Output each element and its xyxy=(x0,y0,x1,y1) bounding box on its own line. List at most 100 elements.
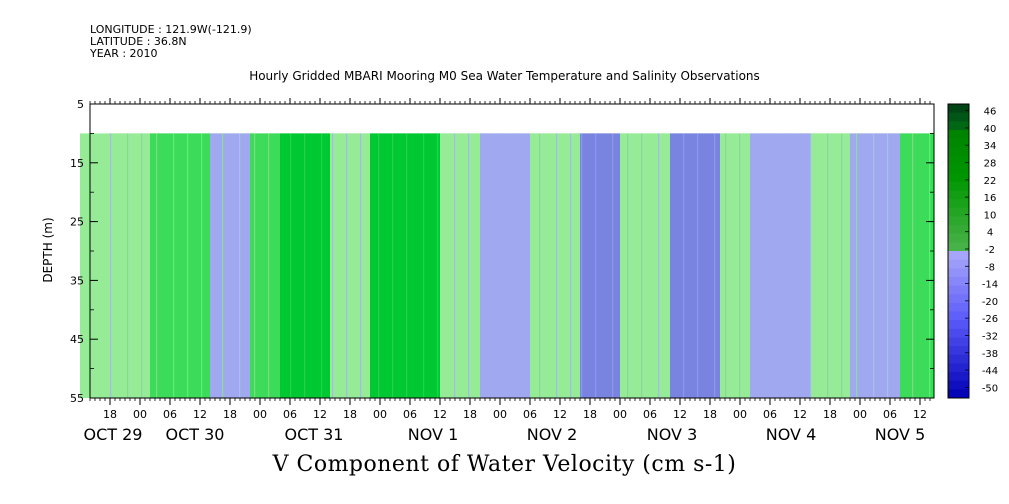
colorbar-segment xyxy=(948,380,969,390)
colorbar-segment xyxy=(948,302,969,313)
heatmap-band xyxy=(810,133,850,398)
colorbar-frame xyxy=(947,103,970,399)
heatmap-streak xyxy=(268,133,270,398)
colorbar-segment xyxy=(948,104,969,114)
hour-tick-label: 12 xyxy=(673,408,687,421)
heatmap-streak xyxy=(683,133,685,398)
heatmap-streak xyxy=(581,133,583,398)
colorbar-label: -32 xyxy=(982,331,998,342)
hour-tick-label: 06 xyxy=(643,408,657,421)
heatmap-band xyxy=(580,133,620,398)
hour-tick-label: 00 xyxy=(493,408,507,421)
axes: 18 00 06 12 18 00 06 12 18 00 06 12 18 00 06 12 18 00 06 12… xyxy=(70,98,935,444)
heatmap-streak xyxy=(304,133,306,398)
day-label: OCT 29 xyxy=(84,425,143,444)
colorbar-segment xyxy=(948,199,969,209)
colorbar-label: -14 xyxy=(982,280,998,291)
colorbar-segment xyxy=(948,216,969,226)
latitude-text: LATITUDE : 36.8N xyxy=(90,35,187,48)
y-tick-label: 35 xyxy=(70,274,84,287)
hour-tick-label: 12 xyxy=(433,408,447,421)
heatmap-streak xyxy=(539,133,541,398)
hour-tick-label: 06 xyxy=(283,408,297,421)
heatmap-band xyxy=(850,133,900,398)
heatmap-streak xyxy=(761,133,763,398)
colorbar-segment xyxy=(948,363,969,373)
colorbar-label: 10 xyxy=(984,210,997,221)
colorbar-segment xyxy=(948,346,969,356)
heatmap-streak xyxy=(856,133,858,398)
colorbar-segment xyxy=(948,294,969,304)
y-tick-label: 55 xyxy=(70,392,84,405)
colorbar-segment xyxy=(948,389,969,399)
colorbar-label: 40 xyxy=(984,124,997,135)
hour-tick-label: 18 xyxy=(343,408,357,421)
heatmap-streak xyxy=(360,133,362,398)
heatmap-streak xyxy=(156,133,158,398)
heatmap-band xyxy=(150,133,210,398)
heatmap-streak xyxy=(423,133,425,398)
day-label: OCT 31 xyxy=(285,425,344,444)
heatmap-streak xyxy=(595,133,597,398)
hour-tick-label: 06 xyxy=(763,408,777,421)
y-tick-label: 5 xyxy=(77,98,84,111)
colorbar-segment xyxy=(948,173,969,183)
heatmap-streak xyxy=(141,133,143,398)
heatmap-streak xyxy=(500,133,502,398)
y-axis-label: DEPTH (m) xyxy=(41,217,55,282)
heatmap-streak xyxy=(378,133,380,398)
hour-tick-label: 00 xyxy=(133,408,147,421)
colorbar-segment xyxy=(948,190,969,200)
heatmap-band xyxy=(620,133,670,398)
colorbar-label: -20 xyxy=(982,297,998,308)
heatmap-band xyxy=(670,133,720,398)
hour-tick-label: 00 xyxy=(373,408,387,421)
heatmap-streak xyxy=(406,133,408,398)
heatmap-streak xyxy=(483,133,485,398)
colorbar-label: 28 xyxy=(984,159,997,170)
colorbar-label: 16 xyxy=(984,193,997,204)
heatmap-streak xyxy=(873,133,875,398)
colorbar-segment xyxy=(948,155,969,166)
hour-tick-label: 00 xyxy=(733,408,747,421)
colorbar-label: 4 xyxy=(987,228,993,239)
colorbar-segment xyxy=(948,112,969,122)
heatmap-streak xyxy=(173,133,175,398)
day-label: NOV 5 xyxy=(875,425,926,444)
hour-tick-label: 12 xyxy=(913,408,927,421)
colorbar-segment xyxy=(948,129,969,140)
colorbar-label: -50 xyxy=(982,383,998,394)
heatmap-streak xyxy=(222,133,224,398)
heatmap-streak xyxy=(454,133,456,398)
hour-tick-label: 18 xyxy=(103,408,117,421)
colorbar-segment xyxy=(948,259,969,269)
hour-tick-label: 00 xyxy=(853,408,867,421)
colorbar-segment xyxy=(948,320,969,330)
heatmap-streak xyxy=(806,133,808,398)
y-tick-label: 25 xyxy=(70,216,84,229)
colorbar-segment xyxy=(948,164,969,174)
colorbar-segment xyxy=(948,354,969,364)
colorbar-label: 34 xyxy=(984,141,997,152)
day-label: NOV 1 xyxy=(408,425,459,444)
heatmap-streak xyxy=(254,133,256,398)
heatmap-streak xyxy=(514,133,516,398)
hour-tick-label: 12 xyxy=(553,408,567,421)
heatmap-streak xyxy=(887,133,889,398)
hour-tick-label: 12 xyxy=(313,408,327,421)
hour-tick-label: 00 xyxy=(613,408,627,421)
heatmap-streak xyxy=(468,133,470,398)
hour-tick-label: 12 xyxy=(193,408,207,421)
heatmap-streak xyxy=(290,133,292,398)
heatmap-streak xyxy=(332,133,334,398)
heatmap-band xyxy=(110,133,150,398)
heatmap-streak xyxy=(321,133,323,398)
heatmap-streak xyxy=(697,133,699,398)
day-label: OCT 30 xyxy=(166,425,225,444)
heatmap-streak xyxy=(346,133,348,398)
heatmap-streak xyxy=(912,133,914,398)
heatmap-streak xyxy=(201,133,203,398)
heatmap-streak xyxy=(627,133,629,398)
longitude-text: LONGITUDE : 121.9W(-121.9) xyxy=(90,23,252,36)
